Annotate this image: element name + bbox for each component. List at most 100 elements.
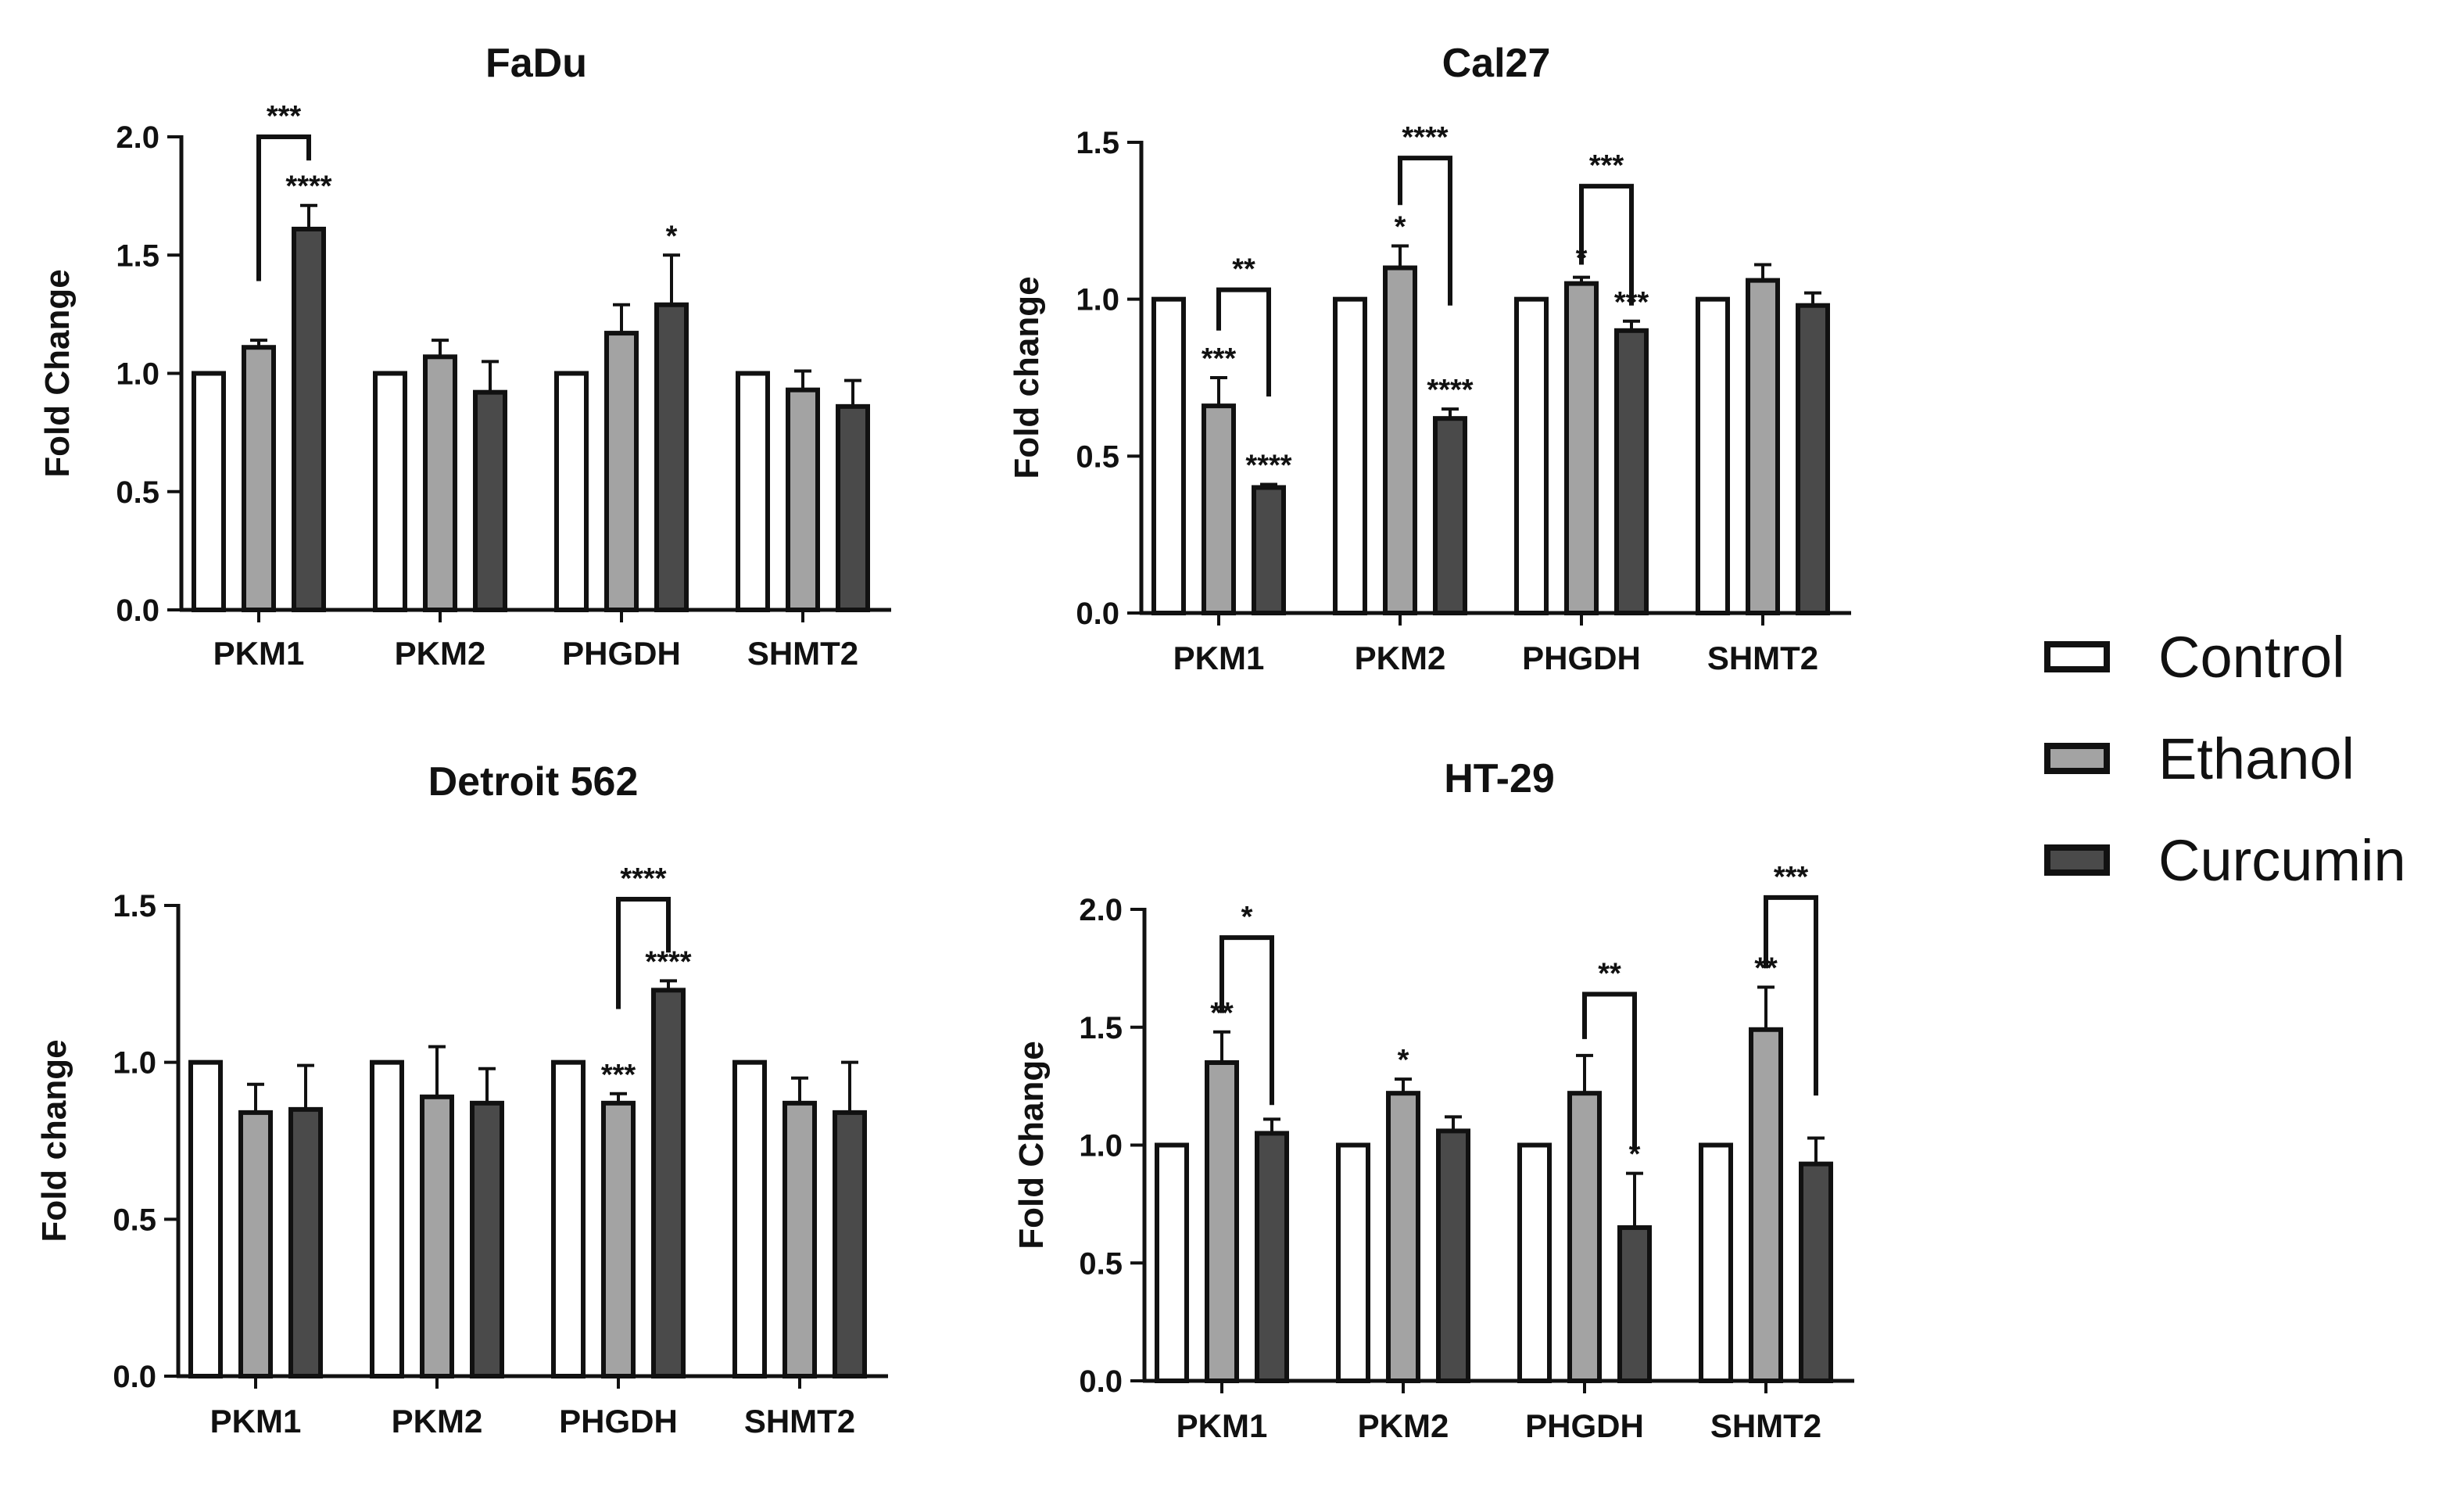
- significance-label: ***: [601, 1059, 636, 1092]
- bracket-significance-label: ****: [620, 862, 666, 895]
- bar-control-pkm1: [1151, 296, 1186, 615]
- comparison-bracket: [1216, 287, 1271, 397]
- y-axis-title: Fold Change: [38, 269, 77, 477]
- y-tick-label: 0.5: [113, 1203, 156, 1237]
- bar-control-pkm2: [370, 1059, 404, 1378]
- chart-detroit-562: Detroit 562 Fold change 0.0 0.5 1.0 1.5 PKM1 PK…: [35, 759, 888, 1439]
- legend-item-control: Control: [2044, 606, 2451, 708]
- bracket-significance-label: *: [1241, 901, 1253, 934]
- chart-title: FaDu: [485, 41, 587, 86]
- y-tick-label: 0.5: [1079, 1246, 1123, 1281]
- bar-control-phgdh: [1514, 296, 1549, 615]
- bar-control-shmt2: [1699, 1142, 1733, 1383]
- x-tick-label-pkm2: PKM2: [395, 635, 486, 672]
- x-tick-label-pkm2: PKM2: [1358, 1407, 1449, 1444]
- bar-ethanol-pkm2: [1383, 265, 1417, 615]
- bracket-significance-label: ***: [1589, 149, 1624, 182]
- x-tick-label-pkm1: PKM1: [213, 635, 305, 672]
- comparison-bracket: [616, 896, 671, 1009]
- legend-item-ethanol: Ethanol: [2044, 708, 2451, 809]
- x-tick-label-shmt2: SHMT2: [1707, 640, 1818, 676]
- bar-control-phgdh: [554, 371, 589, 612]
- x-tick-label-phgdh: PHGDH: [562, 635, 681, 672]
- bar-curcumin-pkm1: [292, 226, 326, 612]
- y-tick-label: 0.0: [113, 1360, 156, 1394]
- bar-curcumin-shmt2: [836, 403, 870, 612]
- bar-ethanol-pkm1: [1202, 403, 1236, 615]
- bar-ethanol-pkm1: [238, 1110, 273, 1378]
- bar-ethanol-pkm1: [242, 345, 276, 612]
- bracket-significance-label: ****: [1402, 121, 1448, 154]
- bar-curcumin-pkm1: [1255, 1131, 1289, 1384]
- bar-ethanol-pkm1: [1205, 1059, 1239, 1383]
- y-tick-label: 1.0: [1079, 1129, 1123, 1163]
- x-tick-label-pkm1: PKM1: [1173, 640, 1265, 676]
- bar-ethanol-phgdh: [604, 331, 639, 612]
- y-tick-label: 0.0: [116, 593, 159, 628]
- x-tick-label-pkm2: PKM2: [1355, 640, 1446, 676]
- bar-control-pkm2: [373, 371, 407, 612]
- bar-control-shmt2: [1696, 296, 1730, 615]
- y-tick-label: 1.0: [116, 357, 159, 392]
- y-tick-label: 1.0: [1076, 283, 1119, 317]
- bar-curcumin-phgdh: [654, 302, 689, 612]
- y-axis-title: Fold change: [1008, 276, 1046, 479]
- y-tick-label: 1.5: [1076, 126, 1119, 160]
- bar-ethanol-pkm2: [1386, 1091, 1420, 1384]
- bar-curcumin-shmt2: [1796, 303, 1830, 615]
- bracket-significance-label: ***: [267, 100, 302, 133]
- significance-label: *: [1629, 1138, 1641, 1171]
- bracket-significance-label: **: [1598, 958, 1621, 991]
- bar-ethanol-shmt2: [783, 1100, 817, 1378]
- x-tick-label-phgdh: PHGDH: [1522, 640, 1641, 676]
- y-tick-label: 2.0: [1079, 893, 1123, 927]
- legend: Control Ethanol Curcumin: [2044, 606, 2451, 911]
- y-axis-title: Fold Change: [1012, 1041, 1051, 1249]
- bar-curcumin-pkm2: [1433, 416, 1467, 615]
- y-tick-label: 0.0: [1079, 1364, 1123, 1399]
- significance-label: ****: [285, 170, 331, 203]
- x-tick-label-pkm1: PKM1: [210, 1403, 302, 1439]
- bar-ethanol-pkm2: [420, 1094, 454, 1379]
- significance-label: *: [1398, 1044, 1409, 1077]
- significance-label: ***: [1202, 342, 1237, 375]
- bar-curcumin-pkm2: [1436, 1128, 1470, 1384]
- comparison-bracket: [1579, 184, 1634, 306]
- bar-control-shmt2: [732, 1059, 767, 1378]
- comparison-bracket: [256, 134, 311, 281]
- legend-label-ethanol: Ethanol: [2158, 726, 2355, 791]
- x-tick-label-shmt2: SHMT2: [744, 1403, 855, 1439]
- bracket-significance-label: ***: [1774, 861, 1809, 894]
- bar-ethanol-phgdh: [1564, 281, 1599, 615]
- significance-label: ****: [1245, 449, 1291, 482]
- bar-control-pkm2: [1333, 296, 1367, 615]
- significance-label: *: [1395, 210, 1406, 243]
- x-tick-label-phgdh: PHGDH: [559, 1403, 678, 1439]
- bar-curcumin-shmt2: [1799, 1161, 1833, 1383]
- bar-curcumin-pkm1: [1252, 485, 1286, 616]
- y-tick-label: 0.5: [1076, 439, 1119, 474]
- chart-ht-29: HT-29 Fold Change 0.0 0.5 1.0 1.5 2.0 PKM1 PKM2 P…: [1012, 756, 1854, 1444]
- bar-curcumin-phgdh: [1617, 1225, 1652, 1384]
- bar-curcumin-pkm1: [288, 1106, 323, 1379]
- comparison-bracket: [1582, 991, 1637, 1150]
- legend-swatch-ethanol: [2044, 743, 2110, 774]
- y-tick-label: 1.5: [116, 238, 159, 273]
- bar-curcumin-shmt2: [833, 1110, 867, 1378]
- y-tick-label: 1.5: [1079, 1011, 1123, 1045]
- comparison-bracket: [1764, 894, 1818, 1096]
- bar-control-shmt2: [736, 371, 770, 612]
- bar-control-pkm1: [1155, 1142, 1189, 1383]
- bar-curcumin-pkm2: [470, 1100, 504, 1378]
- bar-ethanol-shmt2: [786, 387, 820, 612]
- y-axis-title: Fold change: [35, 1039, 73, 1242]
- chart-cal27: Cal27 Fold change 0.0 0.5 1.0 1.5 PKM1 PKM2 PHGD…: [1008, 41, 1851, 676]
- legend-item-curcumin: Curcumin: [2044, 809, 2451, 911]
- x-tick-label-phgdh: PHGDH: [1525, 1407, 1644, 1444]
- legend-swatch-control: [2044, 641, 2110, 672]
- comparison-bracket: [1219, 935, 1274, 1106]
- bar-curcumin-phgdh: [651, 988, 686, 1378]
- chart-fadu: FaDu Fold Change 0.0 0.5 1.0 1.5 2.0 PKM1 PKM2 PH…: [38, 41, 891, 672]
- bar-ethanol-phgdh: [1567, 1091, 1602, 1384]
